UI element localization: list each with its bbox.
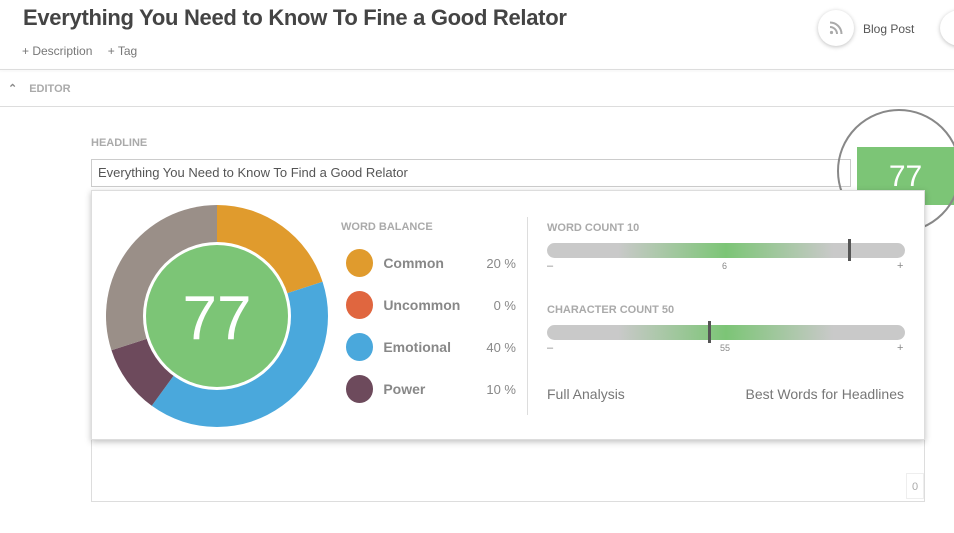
add-tag-link[interactable]: + Tag [107,44,138,58]
category-pct: 20 % [486,255,516,271]
char-count-label: CHARACTER COUNT 50 [547,304,675,316]
secondary-circle-button[interactable] [940,10,954,46]
header-divider [0,69,954,70]
emotional-dot [346,333,374,361]
full-analysis-link[interactable]: Full Analysis [547,386,625,402]
post-type-label[interactable]: Blog Post [863,22,915,36]
headline-analysis-popup: 77 WORD BALANCE Common 20 % Uncommon 0 % E… [91,190,925,440]
editor-toggle[interactable]: ⌃ EDITOR [8,82,71,95]
char-counter: 0 [906,473,924,499]
word-balance-donut: 77 [106,205,328,427]
chevron-up-icon: ⌃ [8,83,18,95]
plus-icon: + [897,260,904,272]
power-dot [346,375,374,403]
word-balance-common: Common 20 % [346,248,516,278]
panel-divider [527,217,528,415]
donut-score: 77 [183,284,252,353]
word-count-ideal: 6 [722,261,728,271]
rss-icon[interactable] [818,10,854,46]
page-title: Everything You Need to Know To Fine a Go… [23,5,567,30]
word-count-marker [847,239,851,261]
char-count-marker [708,321,712,343]
category-name: Power [383,381,426,397]
best-words-link[interactable]: Best Words for Headlines [745,386,904,402]
category-pct: 40 % [486,339,516,355]
plus-icon: + [897,342,904,354]
word-balance-emotional: Emotional 40 % [346,332,516,362]
category-name: Emotional [383,339,451,355]
category-name: Uncommon [383,297,461,313]
word-balance-uncommon: Uncommon 0 % [346,290,516,320]
word-count-meter [547,239,905,261]
minus-icon: – [547,342,554,354]
word-balance-power: Power 10 % [346,374,516,404]
add-description-link[interactable]: + Description [22,44,93,58]
headline-input[interactable]: Everything You Need to Know To Find a Go… [91,159,851,187]
category-name: Common [383,255,444,271]
headline-label: HEADLINE [91,137,148,149]
category-pct: 10 % [486,381,516,397]
uncommon-dot [346,291,374,319]
category-pct: 0 % [493,297,516,313]
common-dot [346,249,374,277]
editor-divider [0,106,954,107]
body-editor[interactable] [91,430,925,502]
word-balance-title: WORD BALANCE [341,221,433,233]
char-count-meter [547,321,905,343]
word-count-label: WORD COUNT 10 [547,222,640,234]
minus-icon: – [547,260,554,272]
editor-label: EDITOR [29,83,71,95]
char-count-ideal: 55 [720,343,731,353]
score-circle [146,245,288,387]
